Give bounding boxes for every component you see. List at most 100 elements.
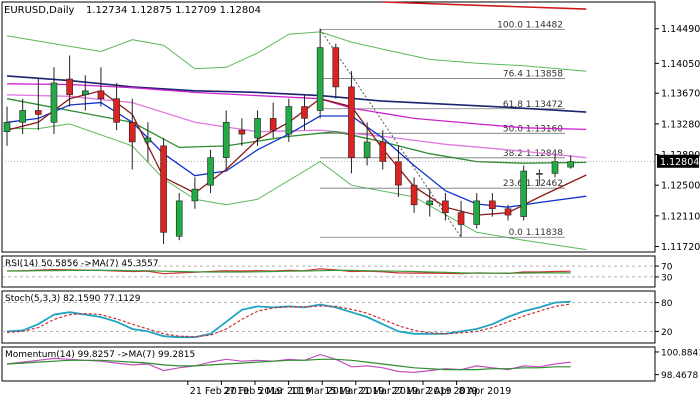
candle-body [238, 129, 246, 135]
indicator-tick-label: 30 [661, 273, 673, 283]
fib-level-label: 50.0 1.13160 [503, 124, 563, 134]
candle[interactable] [316, 28, 324, 119]
candle[interactable] [504, 204, 512, 221]
candle[interactable] [144, 122, 152, 162]
candle-body [35, 110, 42, 115]
candle[interactable] [489, 193, 496, 217]
candle[interactable] [50, 67, 58, 135]
candle-body [301, 106, 308, 119]
main-plot-frame [1, 1, 656, 253]
indicator-tick-label: 20 [661, 328, 673, 338]
candle[interactable] [207, 149, 214, 194]
candle[interactable] [160, 138, 167, 245]
time-tick-label: 11 Mar 2019 [291, 386, 351, 397]
candle[interactable] [269, 102, 277, 139]
time-tick-label: 2 Apr 2019 [425, 386, 478, 397]
time-tick-label: 27 Feb 2019 [223, 386, 282, 397]
candle[interactable] [379, 130, 387, 170]
candle[interactable] [426, 189, 434, 217]
candle[interactable] [551, 153, 559, 178]
candle[interactable] [97, 67, 105, 107]
indicator-frame-stochastic [1, 290, 656, 344]
current-price-label: 1.12804 [660, 157, 699, 168]
time-tick-label: 27 Mar 2019 [391, 386, 451, 397]
candle[interactable] [35, 79, 42, 131]
candle-body [504, 208, 512, 216]
candle[interactable] [222, 110, 230, 170]
fib-level-label: 100.0 1.14482 [497, 20, 563, 30]
candle[interactable] [66, 55, 73, 107]
candle-body [128, 121, 136, 143]
moving-average-line [382, 1, 587, 10]
candle[interactable] [301, 94, 308, 131]
candle[interactable] [332, 43, 340, 99]
candle[interactable] [473, 193, 481, 229]
candle[interactable] [442, 193, 449, 221]
fib-level-label: 61.8 1.13472 [503, 100, 563, 110]
candle-body [536, 173, 543, 175]
indicator-label: RSI(14) 50.5856 ->MA(7) 45.3557 [5, 259, 159, 269]
indicator-series-line [6, 300, 571, 339]
candle-body [363, 141, 371, 158]
candle[interactable] [363, 122, 371, 166]
indicator-momentum: Momentum(14) 99.8257 ->MA(7) 99.2815 100.… [5, 348, 700, 381]
indicator-series-line [7, 269, 571, 274]
candle-body [222, 121, 230, 158]
candle-body [113, 98, 120, 123]
price-tick-label: 1.13670 [661, 89, 700, 100]
candle-body [348, 86, 355, 158]
candle-body [379, 141, 387, 162]
candlesticks[interactable] [3, 28, 574, 245]
indicator-series-line [6, 353, 571, 374]
candle[interactable] [395, 145, 402, 197]
candle[interactable] [3, 106, 11, 146]
bollinger-bands [6, 31, 587, 251]
candle-body [457, 212, 465, 225]
chart-symbol-label: EURUSD,Daily [4, 5, 75, 16]
candle-body [473, 200, 481, 225]
candle-body [50, 82, 58, 123]
candle[interactable] [238, 118, 246, 146]
indicator-tick-label: 100.8841 [661, 348, 700, 358]
chart-ohlc-label: 1.12734 1.12875 1.12709 1.12804 [86, 5, 261, 16]
candle[interactable] [113, 82, 120, 131]
price-axis: 1.144901.140501.136701.132801.128901.125… [2, 24, 700, 253]
candle-body [395, 161, 402, 186]
candle[interactable] [536, 169, 543, 186]
price-tick-label: 1.14490 [661, 24, 700, 35]
candle[interactable] [285, 98, 293, 142]
fib-level-label: 23.6 1.12462 [503, 179, 563, 189]
candle[interactable] [19, 98, 26, 135]
grid-frames [1, 1, 656, 382]
price-tick-label: 1.13280 [661, 119, 700, 130]
indicator-stochastic: Stoch(5,3,3) 82.1590 77.1129 80 20 [2, 294, 673, 339]
candle[interactable] [457, 200, 465, 238]
candle[interactable] [128, 98, 136, 170]
moving-average-line [6, 94, 587, 159]
candle[interactable] [410, 177, 418, 213]
indicator-series-line [6, 303, 571, 338]
price-tick-label: 1.12500 [661, 181, 700, 192]
candle[interactable] [175, 193, 183, 241]
candle-body [269, 118, 277, 131]
candle[interactable] [520, 165, 527, 221]
candle[interactable] [567, 155, 574, 169]
candle-body [97, 90, 105, 99]
candle-body [332, 47, 340, 88]
fib-level-label: 0.0 1.11838 [509, 228, 564, 238]
candle-body [144, 137, 152, 143]
candle[interactable] [348, 71, 355, 174]
fib-level-label: 38.2 1.12848 [503, 149, 563, 159]
indicator-tick-label: 80 [661, 299, 673, 309]
candle[interactable] [254, 110, 261, 146]
candle[interactable] [81, 75, 89, 111]
candle-body [81, 90, 89, 96]
time-tick-label: 15 Mar 2019 [324, 386, 384, 397]
candle[interactable] [191, 177, 199, 209]
candle-body [426, 200, 434, 206]
